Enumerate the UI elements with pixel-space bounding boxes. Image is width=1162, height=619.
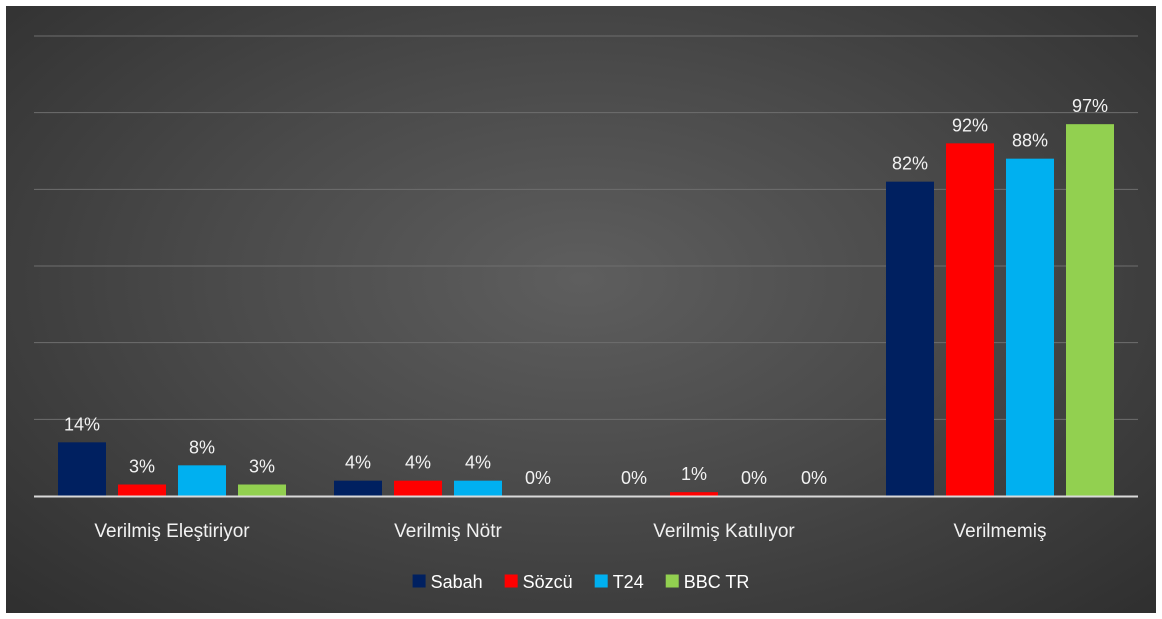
bar-sabah-verilmemis	[886, 181, 934, 496]
x-axis: Verilmiş Eleştiriyor Verilmiş Nötr Verilmi…	[34, 495, 1138, 542]
legend-swatch-sabah	[412, 574, 426, 588]
category-label-verilmis-katiliyor: Verilmiş Katılıyor	[653, 521, 795, 542]
data-label-t24-verilmis-elestiriyor: 8%	[189, 437, 215, 457]
bar-t24-verilmis-notr	[454, 480, 502, 496]
bars	[58, 124, 1114, 497]
bar-t24-verilmis-elestiriyor	[178, 465, 226, 496]
bar-sabah-verilmis-elestiriyor	[58, 442, 106, 496]
legend-label-t24: T24	[613, 572, 644, 592]
bar-bbc-tr-verilmis-elestiriyor	[238, 484, 286, 496]
bar-t24-verilmemis	[1006, 158, 1054, 496]
category-label-verilmis-notr: Verilmiş Nötr	[394, 521, 502, 542]
data-label-t24-verilmis-notr: 4%	[465, 453, 491, 473]
data-label-sozcu-verilmis-elestiriyor: 3%	[129, 457, 155, 477]
legend: Sabah Sözcü T24 BBC TR	[412, 572, 750, 592]
data-label-t24-verilmemis: 88%	[1012, 131, 1048, 151]
data-labels: 14% 3% 8% 3% 4% 4% 4% 0% 0% 1% 0% 0% 82% 92% 88% 97%	[64, 96, 1108, 488]
data-label-sozcu-verilmemis: 92%	[952, 115, 988, 135]
data-label-bbc-tr-verilmemis: 97%	[1072, 96, 1108, 116]
bar-sozcu-verilmis-notr	[394, 480, 442, 496]
bar-sabah-verilmis-notr	[334, 480, 382, 496]
data-label-bbc-tr-verilmis-notr: 0%	[525, 468, 551, 488]
bar-sozcu-verilmis-katiliyor	[670, 492, 718, 496]
data-label-sozcu-verilmis-katiliyor: 1%	[681, 464, 707, 484]
data-label-sabah-verilmis-notr: 4%	[345, 453, 371, 473]
legend-label-sozcu: Sözcü	[523, 572, 573, 592]
data-label-sabah-verilmis-katiliyor: 0%	[621, 468, 647, 488]
legend-label-bbc-tr: BBC TR	[684, 572, 750, 592]
category-label-verilmemis: Verilmemiş	[954, 521, 1047, 542]
bar-bbc-tr-verilmemis	[1066, 124, 1114, 497]
chart-area: 14% 3% 8% 3% 4% 4% 4% 0% 0% 1% 0% 0% 82% 92% 88% 97% Ve…	[6, 6, 1156, 613]
legend-label-sabah: Sabah	[431, 572, 483, 592]
data-label-bbc-tr-verilmis-elestiriyor: 3%	[249, 457, 275, 477]
bar-chart: 14% 3% 8% 3% 4% 4% 4% 0% 0% 1% 0% 0% 82% 92% 88% 97% Ve…	[34, 35, 1138, 592]
data-label-sabah-verilmemis: 82%	[892, 154, 928, 174]
category-label-verilmis-elestiriyor: Verilmiş Eleştiriyor	[94, 521, 250, 542]
legend-swatch-bbc-tr	[665, 574, 679, 588]
bar-sozcu-verilmemis	[946, 143, 994, 497]
data-label-sabah-verilmis-elestiriyor: 14%	[64, 414, 100, 434]
bar-sozcu-verilmis-elestiriyor	[118, 484, 166, 496]
data-label-bbc-tr-verilmis-katiliyor: 0%	[801, 468, 827, 488]
data-label-t24-verilmis-katiliyor: 0%	[741, 468, 767, 488]
data-label-sozcu-verilmis-notr: 4%	[405, 453, 431, 473]
legend-swatch-sozcu	[504, 574, 518, 588]
legend-swatch-t24	[594, 574, 608, 588]
